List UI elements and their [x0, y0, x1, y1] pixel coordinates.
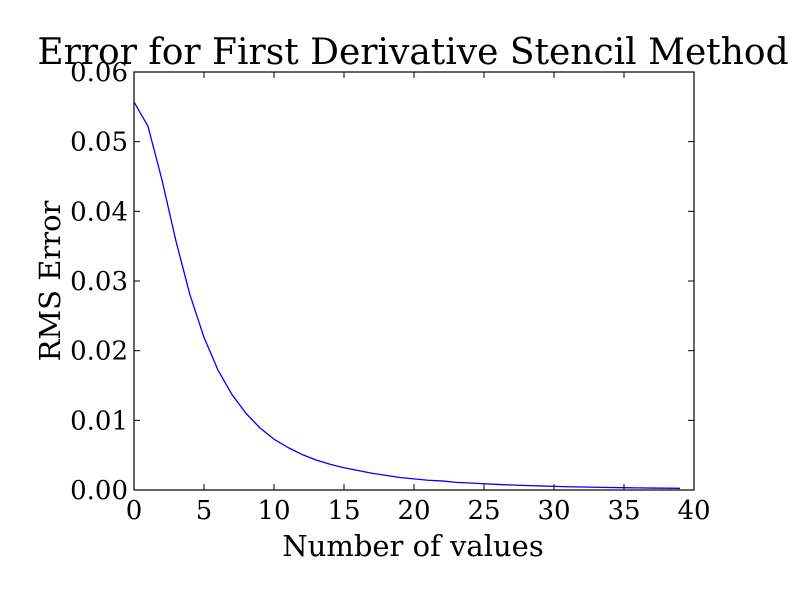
x-axis-label: Number of values: [282, 529, 543, 563]
y-axis-label: RMS Error: [33, 200, 67, 361]
y-tick-label: 0.06: [70, 58, 128, 88]
y-tick-label: 0.02: [70, 337, 128, 367]
x-tick-label: 15: [327, 496, 360, 526]
y-tick-label: 0.05: [70, 128, 128, 158]
axes-frame: [133, 71, 695, 491]
x-tick-label: 35: [607, 496, 640, 526]
x-tick-label: 0: [126, 496, 143, 526]
x-tick-label: 30: [537, 496, 570, 526]
y-tick-label: 0.03: [70, 267, 128, 297]
x-tick-label: 40: [677, 496, 710, 526]
y-tick-label: 0.04: [70, 197, 128, 227]
x-tick-label: 10: [257, 496, 290, 526]
plot-area: 0 5 10 15 20 25 30 35 40 0.00 0.01 0.02 0.03 0.04 0.05…: [70, 58, 710, 526]
x-tick-label: 5: [196, 496, 213, 526]
x-tick-label: 25: [467, 496, 500, 526]
series-line: [133, 101, 681, 489]
chart-title: Error for First Derivative Stencil Metho…: [37, 32, 788, 73]
y-tick-label: 0.00: [70, 476, 128, 506]
y-tick-label: 0.01: [70, 406, 128, 436]
x-tick-label: 20: [397, 496, 430, 526]
